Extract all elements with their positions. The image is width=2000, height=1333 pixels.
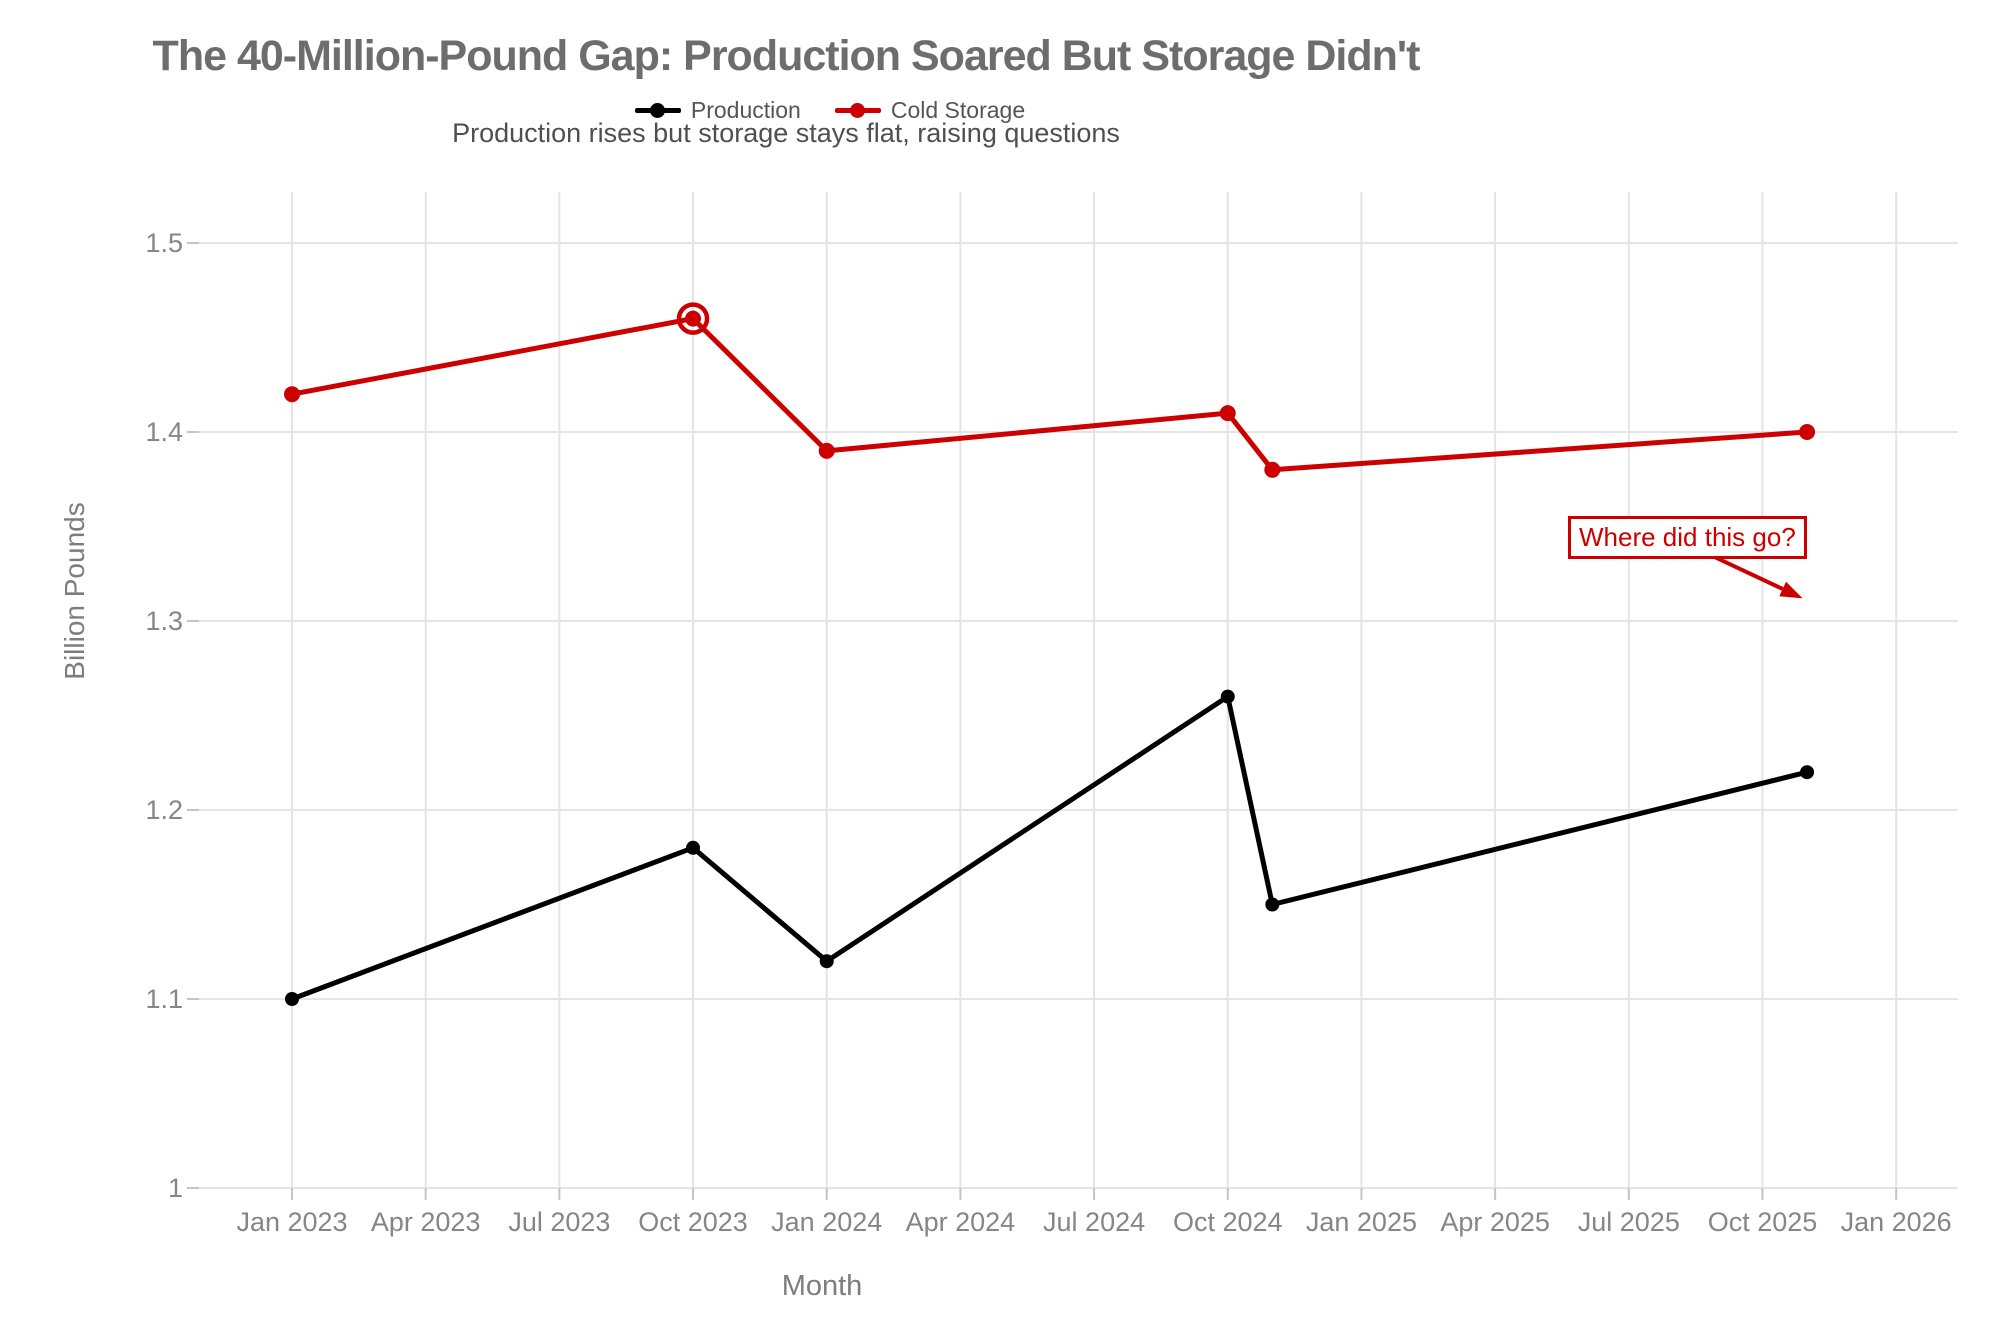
x-tick-label: Oct 2025 — [1708, 1207, 1818, 1237]
x-tick-label: Oct 2023 — [638, 1207, 748, 1237]
production-point — [1800, 765, 1815, 780]
x-tick-label: Jan 2023 — [236, 1207, 347, 1237]
cold-storage-line — [289, 316, 1810, 473]
cold-storage-point — [1219, 405, 1236, 422]
chart-title: The 40-Million-Pound Gap: Production Soa… — [152, 32, 1421, 80]
y-tick-label: 1.3 — [145, 606, 183, 636]
production-point — [1220, 689, 1235, 704]
x-tick-label: Oct 2024 — [1173, 1207, 1283, 1237]
x-tick-label: Apr 2025 — [1440, 1207, 1550, 1237]
x-tick-label: Jul 2024 — [1043, 1207, 1145, 1237]
annotation-where-did-this-go: Where did this go? — [1568, 516, 1807, 559]
x-axis-title: Month — [781, 1270, 863, 1302]
annotation-arrowhead-icon — [1779, 581, 1803, 599]
cold-storage-point — [284, 386, 300, 403]
x-tick-label: Jan 2025 — [1306, 1207, 1417, 1237]
cold-storage-point — [1264, 461, 1281, 478]
legend-item-production[interactable]: Production — [634, 97, 801, 124]
x-tick-label: Jan 2024 — [771, 1207, 882, 1237]
y-tick-label: 1.4 — [145, 417, 183, 447]
cold-storage-point — [818, 442, 835, 459]
legend-label: Production — [690, 97, 801, 123]
highlight-ring-icon — [676, 302, 710, 335]
production-point — [1265, 897, 1280, 912]
chart-subtitle: Production rises but storage stays flat,… — [452, 118, 1120, 148]
cold-storage-point — [1799, 424, 1816, 440]
production-point — [285, 992, 299, 1006]
production-line-swatch-icon — [634, 103, 681, 118]
production-point — [819, 954, 834, 969]
cold-storage-line-swatch-icon — [834, 103, 881, 118]
legend: Production Cold Storage — [0, 97, 1660, 124]
x-tick-label: Apr 2024 — [906, 1207, 1016, 1237]
production-line — [289, 694, 1810, 1002]
x-tick-label: Apr 2023 — [371, 1207, 481, 1237]
y-tick-label: 1.2 — [145, 795, 183, 825]
y-tick-label: 1 — [168, 1173, 183, 1203]
x-tick-label: Jan 2026 — [1841, 1207, 1952, 1237]
cold-storage-point — [685, 310, 702, 327]
x-tick-label: Jul 2023 — [508, 1207, 610, 1237]
production-point — [686, 840, 701, 855]
legend-label: Cold Storage — [890, 97, 1026, 123]
x-tick-label: Jul 2025 — [1578, 1207, 1680, 1237]
legend-item-cold-storage[interactable]: Cold Storage — [834, 97, 1026, 124]
y-tick-label: 1.5 — [145, 228, 183, 258]
y-tick-label: 1.1 — [145, 984, 183, 1014]
